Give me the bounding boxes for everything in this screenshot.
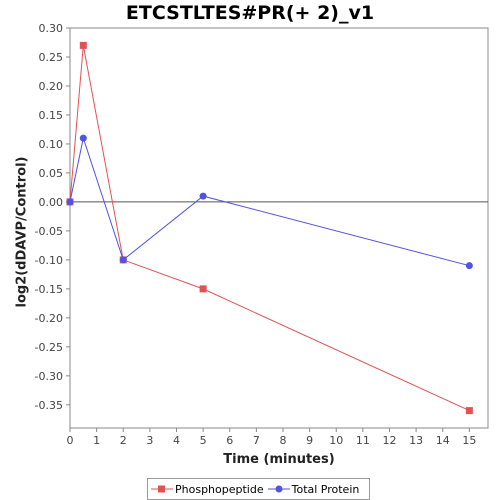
x-tick-label: 5	[200, 434, 207, 447]
y-tick-label: 0.15	[39, 109, 64, 122]
y-tick-label: -0.05	[35, 225, 63, 238]
y-tick-label: -0.20	[35, 312, 63, 325]
y-tick-label: 0.00	[39, 196, 64, 209]
legend: Phosphopeptide Total Protein	[147, 478, 371, 500]
x-axis-label: Time (minutes)	[223, 452, 335, 467]
x-tick-label: 13	[409, 434, 423, 447]
y-tick-label: -0.35	[35, 399, 63, 412]
x-tick-label: 3	[146, 434, 153, 447]
x-tick-label: 15	[462, 434, 476, 447]
x-tick-label: 2	[120, 434, 127, 447]
legend-label: Total Protein	[291, 482, 360, 496]
square-marker-icon	[151, 485, 173, 493]
data-point-total-protein	[66, 198, 74, 206]
x-tick-label: 8	[279, 434, 286, 447]
x-tick-label: 14	[436, 434, 450, 447]
x-tick-label: 9	[306, 434, 313, 447]
data-point-total-protein	[199, 192, 207, 200]
x-tick-label: 0	[67, 434, 74, 447]
x-tick-label: 7	[253, 434, 260, 447]
data-point-total-protein	[79, 134, 87, 142]
x-tick-label: 1	[93, 434, 100, 447]
x-tick-label: 4	[173, 434, 180, 447]
y-tick-label: 0.20	[39, 80, 64, 93]
y-tick-label: 0.25	[39, 51, 64, 64]
circle-marker-icon	[267, 485, 290, 493]
axis-layer: 0.30 0.25 0.20 0.15 0.10 0.05 0.00 -0.05 -0.10 -0…	[35, 22, 477, 447]
y-axis-label: log2(dDAVP/Control)	[14, 156, 30, 308]
series-total-protein	[66, 134, 473, 270]
y-tick-label: -0.30	[35, 370, 63, 383]
legend-item-phosphopeptide: Phosphopeptide	[151, 483, 264, 496]
chart-title: ETCSTLTES#PR(+ 2)_v1	[125, 2, 375, 24]
data-point-total-protein	[119, 256, 127, 264]
y-tick-label: -0.15	[35, 283, 63, 296]
legend-label: Phosphopeptide	[175, 482, 264, 496]
x-tick-label: 6	[226, 434, 233, 447]
y-tick-label: 0.05	[39, 167, 64, 180]
data-point-phosphopeptide	[199, 285, 207, 293]
x-tick-label: 12	[382, 434, 396, 447]
data-point-phosphopeptide	[79, 41, 87, 49]
y-tick-label: -0.10	[35, 254, 63, 267]
y-tick-label: 0.30	[39, 22, 64, 35]
y-tick-label: -0.25	[35, 341, 63, 354]
y-tick-label: 0.10	[39, 138, 64, 151]
x-tick-label: 11	[356, 434, 370, 447]
data-point-total-protein	[465, 262, 473, 270]
series-layer	[66, 41, 473, 415]
x-tick-label: 10	[329, 434, 343, 447]
data-point-phosphopeptide	[465, 407, 473, 415]
plot-area	[69, 27, 489, 429]
legend-item-total-protein: Total Protein	[267, 482, 360, 496]
